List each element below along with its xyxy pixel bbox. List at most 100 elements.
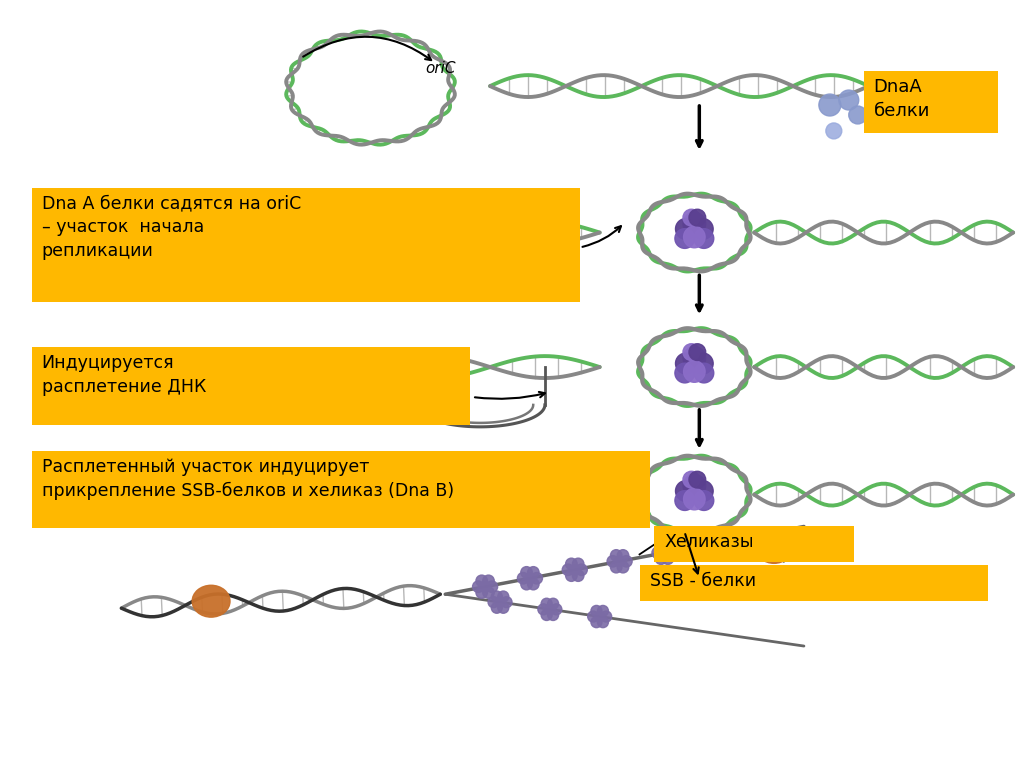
Circle shape	[819, 94, 841, 116]
Circle shape	[521, 578, 532, 590]
Circle shape	[565, 570, 578, 581]
Text: Расплетенный участок индуцирует
прикрепление SSB-белков и хеликаз (Dna B): Расплетенный участок индуцирует прикрепл…	[42, 458, 454, 499]
Circle shape	[675, 363, 694, 383]
Circle shape	[610, 561, 622, 573]
Circle shape	[492, 602, 503, 614]
Circle shape	[683, 347, 706, 370]
Circle shape	[521, 567, 532, 578]
Circle shape	[663, 553, 674, 565]
Text: Хеликазы: Хеликазы	[665, 534, 754, 551]
Circle shape	[476, 587, 487, 598]
Circle shape	[676, 219, 696, 239]
Circle shape	[692, 353, 713, 374]
Circle shape	[597, 617, 608, 627]
Circle shape	[486, 581, 498, 592]
Circle shape	[562, 564, 573, 575]
Circle shape	[684, 489, 706, 510]
Circle shape	[683, 344, 699, 360]
Circle shape	[684, 360, 706, 382]
Circle shape	[689, 471, 706, 488]
Circle shape	[652, 547, 664, 558]
Circle shape	[591, 605, 602, 617]
Ellipse shape	[756, 534, 792, 563]
Circle shape	[517, 572, 529, 584]
Circle shape	[659, 548, 670, 558]
Circle shape	[694, 229, 714, 249]
Circle shape	[541, 598, 552, 609]
Circle shape	[689, 209, 706, 226]
Circle shape	[480, 582, 489, 591]
Circle shape	[683, 212, 706, 235]
Circle shape	[621, 555, 632, 567]
Circle shape	[476, 575, 487, 587]
Text: oriC: oriC	[425, 61, 456, 76]
Circle shape	[663, 542, 674, 553]
Circle shape	[683, 209, 699, 226]
Circle shape	[683, 474, 706, 497]
Circle shape	[501, 597, 512, 607]
Circle shape	[472, 581, 484, 592]
Circle shape	[548, 598, 559, 609]
Circle shape	[538, 604, 549, 615]
Circle shape	[694, 363, 714, 383]
Circle shape	[548, 610, 559, 621]
Circle shape	[492, 591, 503, 602]
Circle shape	[498, 591, 509, 602]
FancyBboxPatch shape	[640, 565, 988, 601]
Circle shape	[572, 570, 584, 581]
Circle shape	[666, 547, 677, 558]
Circle shape	[676, 481, 696, 502]
Circle shape	[551, 604, 562, 615]
Circle shape	[527, 567, 539, 578]
Text: DnaA
белки: DnaA белки	[873, 78, 930, 120]
FancyBboxPatch shape	[863, 71, 998, 133]
Text: SSB - белки: SSB - белки	[649, 572, 756, 591]
Circle shape	[692, 219, 713, 239]
FancyBboxPatch shape	[32, 188, 580, 302]
Circle shape	[498, 602, 509, 614]
Circle shape	[575, 564, 588, 575]
Circle shape	[482, 575, 495, 587]
Circle shape	[684, 226, 706, 248]
Circle shape	[655, 542, 667, 553]
Circle shape	[531, 572, 543, 584]
Ellipse shape	[296, 40, 445, 136]
Circle shape	[676, 353, 696, 374]
Circle shape	[482, 587, 495, 598]
Circle shape	[565, 558, 578, 570]
Circle shape	[839, 90, 859, 110]
Circle shape	[614, 557, 625, 566]
Circle shape	[588, 611, 599, 622]
Circle shape	[617, 561, 629, 573]
Circle shape	[541, 610, 552, 621]
Circle shape	[655, 553, 667, 565]
Circle shape	[617, 550, 629, 561]
FancyBboxPatch shape	[32, 451, 649, 528]
Circle shape	[591, 617, 602, 627]
Circle shape	[694, 491, 714, 511]
Circle shape	[572, 558, 584, 570]
Circle shape	[525, 574, 535, 583]
Circle shape	[610, 550, 622, 561]
Circle shape	[488, 597, 499, 607]
Circle shape	[496, 597, 505, 607]
Text: Dna A белки садятся на oriC
– участок  начала
репликации: Dna A белки садятся на oriC – участок на…	[42, 195, 301, 260]
Circle shape	[675, 491, 694, 511]
Circle shape	[595, 612, 604, 621]
Circle shape	[570, 565, 580, 574]
Text: Индуцируется
расплетение ДНК: Индуцируется расплетение ДНК	[42, 354, 206, 396]
Circle shape	[607, 555, 618, 567]
Circle shape	[527, 578, 539, 590]
FancyBboxPatch shape	[654, 526, 854, 562]
Circle shape	[692, 481, 713, 502]
Circle shape	[849, 106, 866, 124]
Circle shape	[826, 123, 842, 139]
FancyBboxPatch shape	[32, 347, 470, 425]
Circle shape	[546, 605, 554, 614]
Circle shape	[675, 229, 694, 249]
Circle shape	[597, 605, 608, 617]
Circle shape	[689, 344, 706, 360]
Ellipse shape	[193, 585, 230, 617]
Circle shape	[601, 611, 611, 622]
Circle shape	[683, 471, 699, 488]
